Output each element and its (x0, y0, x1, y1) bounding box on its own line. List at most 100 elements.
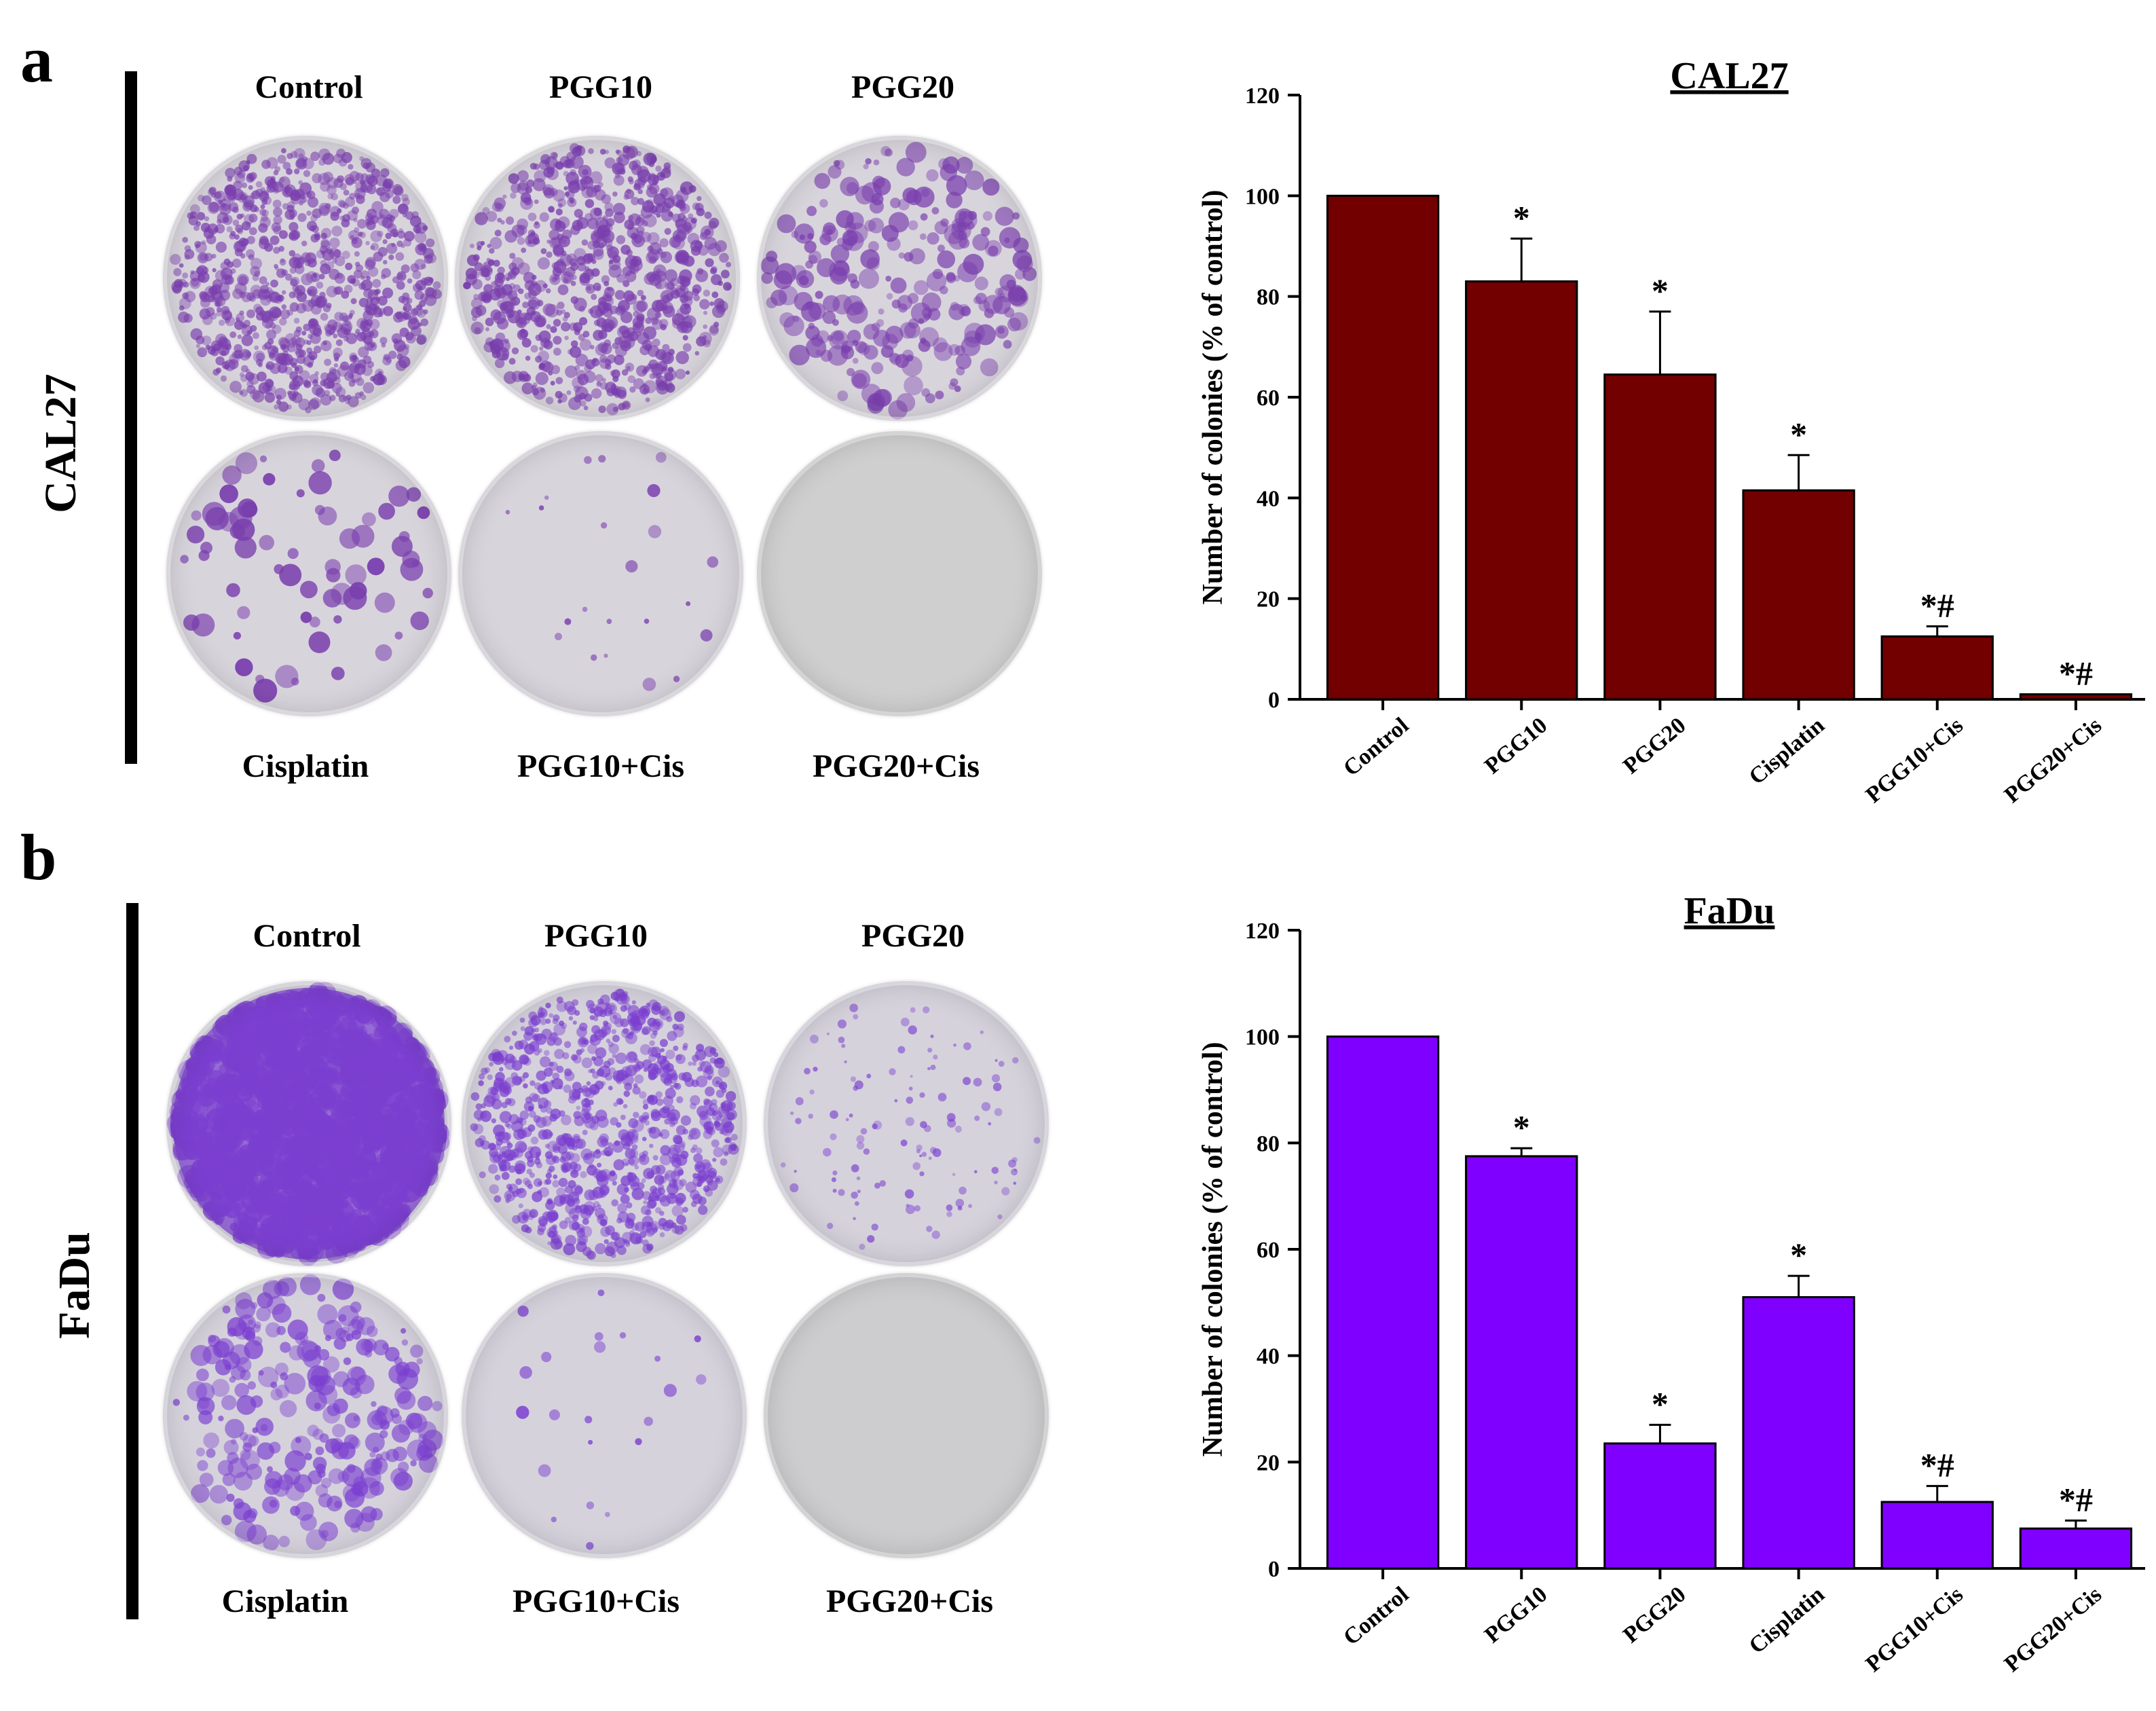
colony-dot (680, 1150, 689, 1159)
colony-dot (258, 223, 268, 233)
colony-dot (583, 405, 589, 411)
colony-dot (246, 331, 250, 335)
colony-dot (355, 1082, 370, 1098)
colony-dot (508, 1183, 519, 1194)
colony-dot (401, 1166, 423, 1189)
colony-dot (301, 331, 307, 336)
colony-dot (356, 1151, 377, 1172)
colony-dot (571, 1169, 578, 1175)
colony-dot (345, 564, 367, 586)
colony-dot (312, 327, 322, 337)
colony-dot (286, 1114, 300, 1128)
colony-dot (546, 251, 553, 258)
colony-dot (332, 1215, 352, 1235)
colony-dot (853, 1085, 859, 1091)
colony-dot (703, 1068, 714, 1080)
colony-dot (576, 179, 588, 191)
colony-dot (258, 1223, 276, 1240)
colony-dot (636, 300, 648, 312)
colony-dot (360, 1339, 373, 1353)
colony-dot (833, 160, 840, 167)
colony-dot (592, 240, 600, 249)
colony-dot (646, 1243, 654, 1251)
colony-dot (612, 387, 619, 394)
colony-dot (216, 307, 222, 313)
colony-dot (705, 1188, 713, 1197)
colony-dot (684, 303, 690, 310)
colony-dot (328, 995, 350, 1016)
colony-dot (299, 1135, 316, 1154)
colony-dot (223, 1200, 241, 1219)
colony-dot (287, 390, 293, 396)
colony-dot (510, 183, 521, 194)
colony-dot (361, 1135, 382, 1156)
colony-dot (946, 273, 956, 284)
colony-dot (412, 270, 422, 280)
colony-dot (227, 1034, 246, 1053)
colony-dot (576, 1229, 586, 1238)
colony-dot (259, 191, 270, 202)
colony-dot (551, 236, 562, 248)
colony-dot (582, 1218, 589, 1226)
y-tick-label: 40 (1257, 486, 1280, 511)
colony-dot (187, 1101, 201, 1114)
colony-dot (392, 1023, 413, 1044)
colony-dot (519, 1366, 532, 1379)
colony-dot (552, 1230, 559, 1236)
colony-dot (559, 1110, 565, 1117)
colony-dot (525, 1096, 533, 1104)
colony-dot (609, 1170, 616, 1177)
colony-dot (635, 217, 645, 227)
colony-dot (622, 1158, 630, 1166)
colony-dot (673, 1026, 684, 1037)
colony-dot (588, 1069, 593, 1073)
colony-dot (590, 1068, 595, 1073)
colony-dot (414, 1121, 432, 1139)
colony-dot (928, 1156, 932, 1160)
colony-dot (198, 1410, 213, 1424)
colony-dot (662, 344, 670, 352)
colony-dot (920, 337, 927, 344)
colony-dot (552, 152, 558, 158)
colony-dot (287, 990, 301, 1004)
colony-dot (343, 586, 367, 610)
x-tick-label: PGG20+Cis (2000, 713, 2106, 808)
colony-dot (583, 1039, 589, 1045)
colony-dot (291, 678, 299, 686)
colony-dot (397, 1461, 409, 1473)
colony-dot (367, 175, 378, 187)
colony-dot (340, 1058, 362, 1080)
colony-dot (287, 548, 299, 559)
colony-dot (606, 619, 612, 625)
colony-dot (847, 368, 855, 376)
colony-dot (703, 1173, 709, 1180)
colony-dot (363, 1125, 388, 1149)
colony-dot (517, 237, 525, 245)
colony-dot (344, 1031, 366, 1052)
colony-dot (539, 1010, 546, 1016)
colony-dot (204, 216, 210, 221)
colony-dot (261, 344, 268, 350)
colony-dot (631, 1144, 638, 1150)
colony-dot (205, 1141, 225, 1161)
colony-dot (981, 1102, 991, 1111)
colony-dot (561, 239, 567, 244)
colony-dot (329, 367, 337, 375)
colony-dot (354, 1004, 373, 1024)
colony-dot (518, 180, 529, 191)
colony-dot (245, 1033, 260, 1048)
colony-dot (492, 1051, 503, 1062)
colony-dot (649, 373, 656, 380)
colony-dot (666, 282, 675, 290)
colony-dot (217, 1124, 231, 1137)
colony-dot (402, 198, 410, 206)
colony-dot (576, 1049, 582, 1056)
colony-dot (665, 1219, 674, 1229)
colony-dot (403, 213, 407, 218)
colony-dot (198, 274, 206, 282)
colony-dot (320, 1060, 345, 1084)
colony-dot (644, 344, 652, 352)
colony-dot (329, 248, 341, 259)
colony-dot (675, 251, 688, 265)
colony-dot (192, 1156, 217, 1181)
